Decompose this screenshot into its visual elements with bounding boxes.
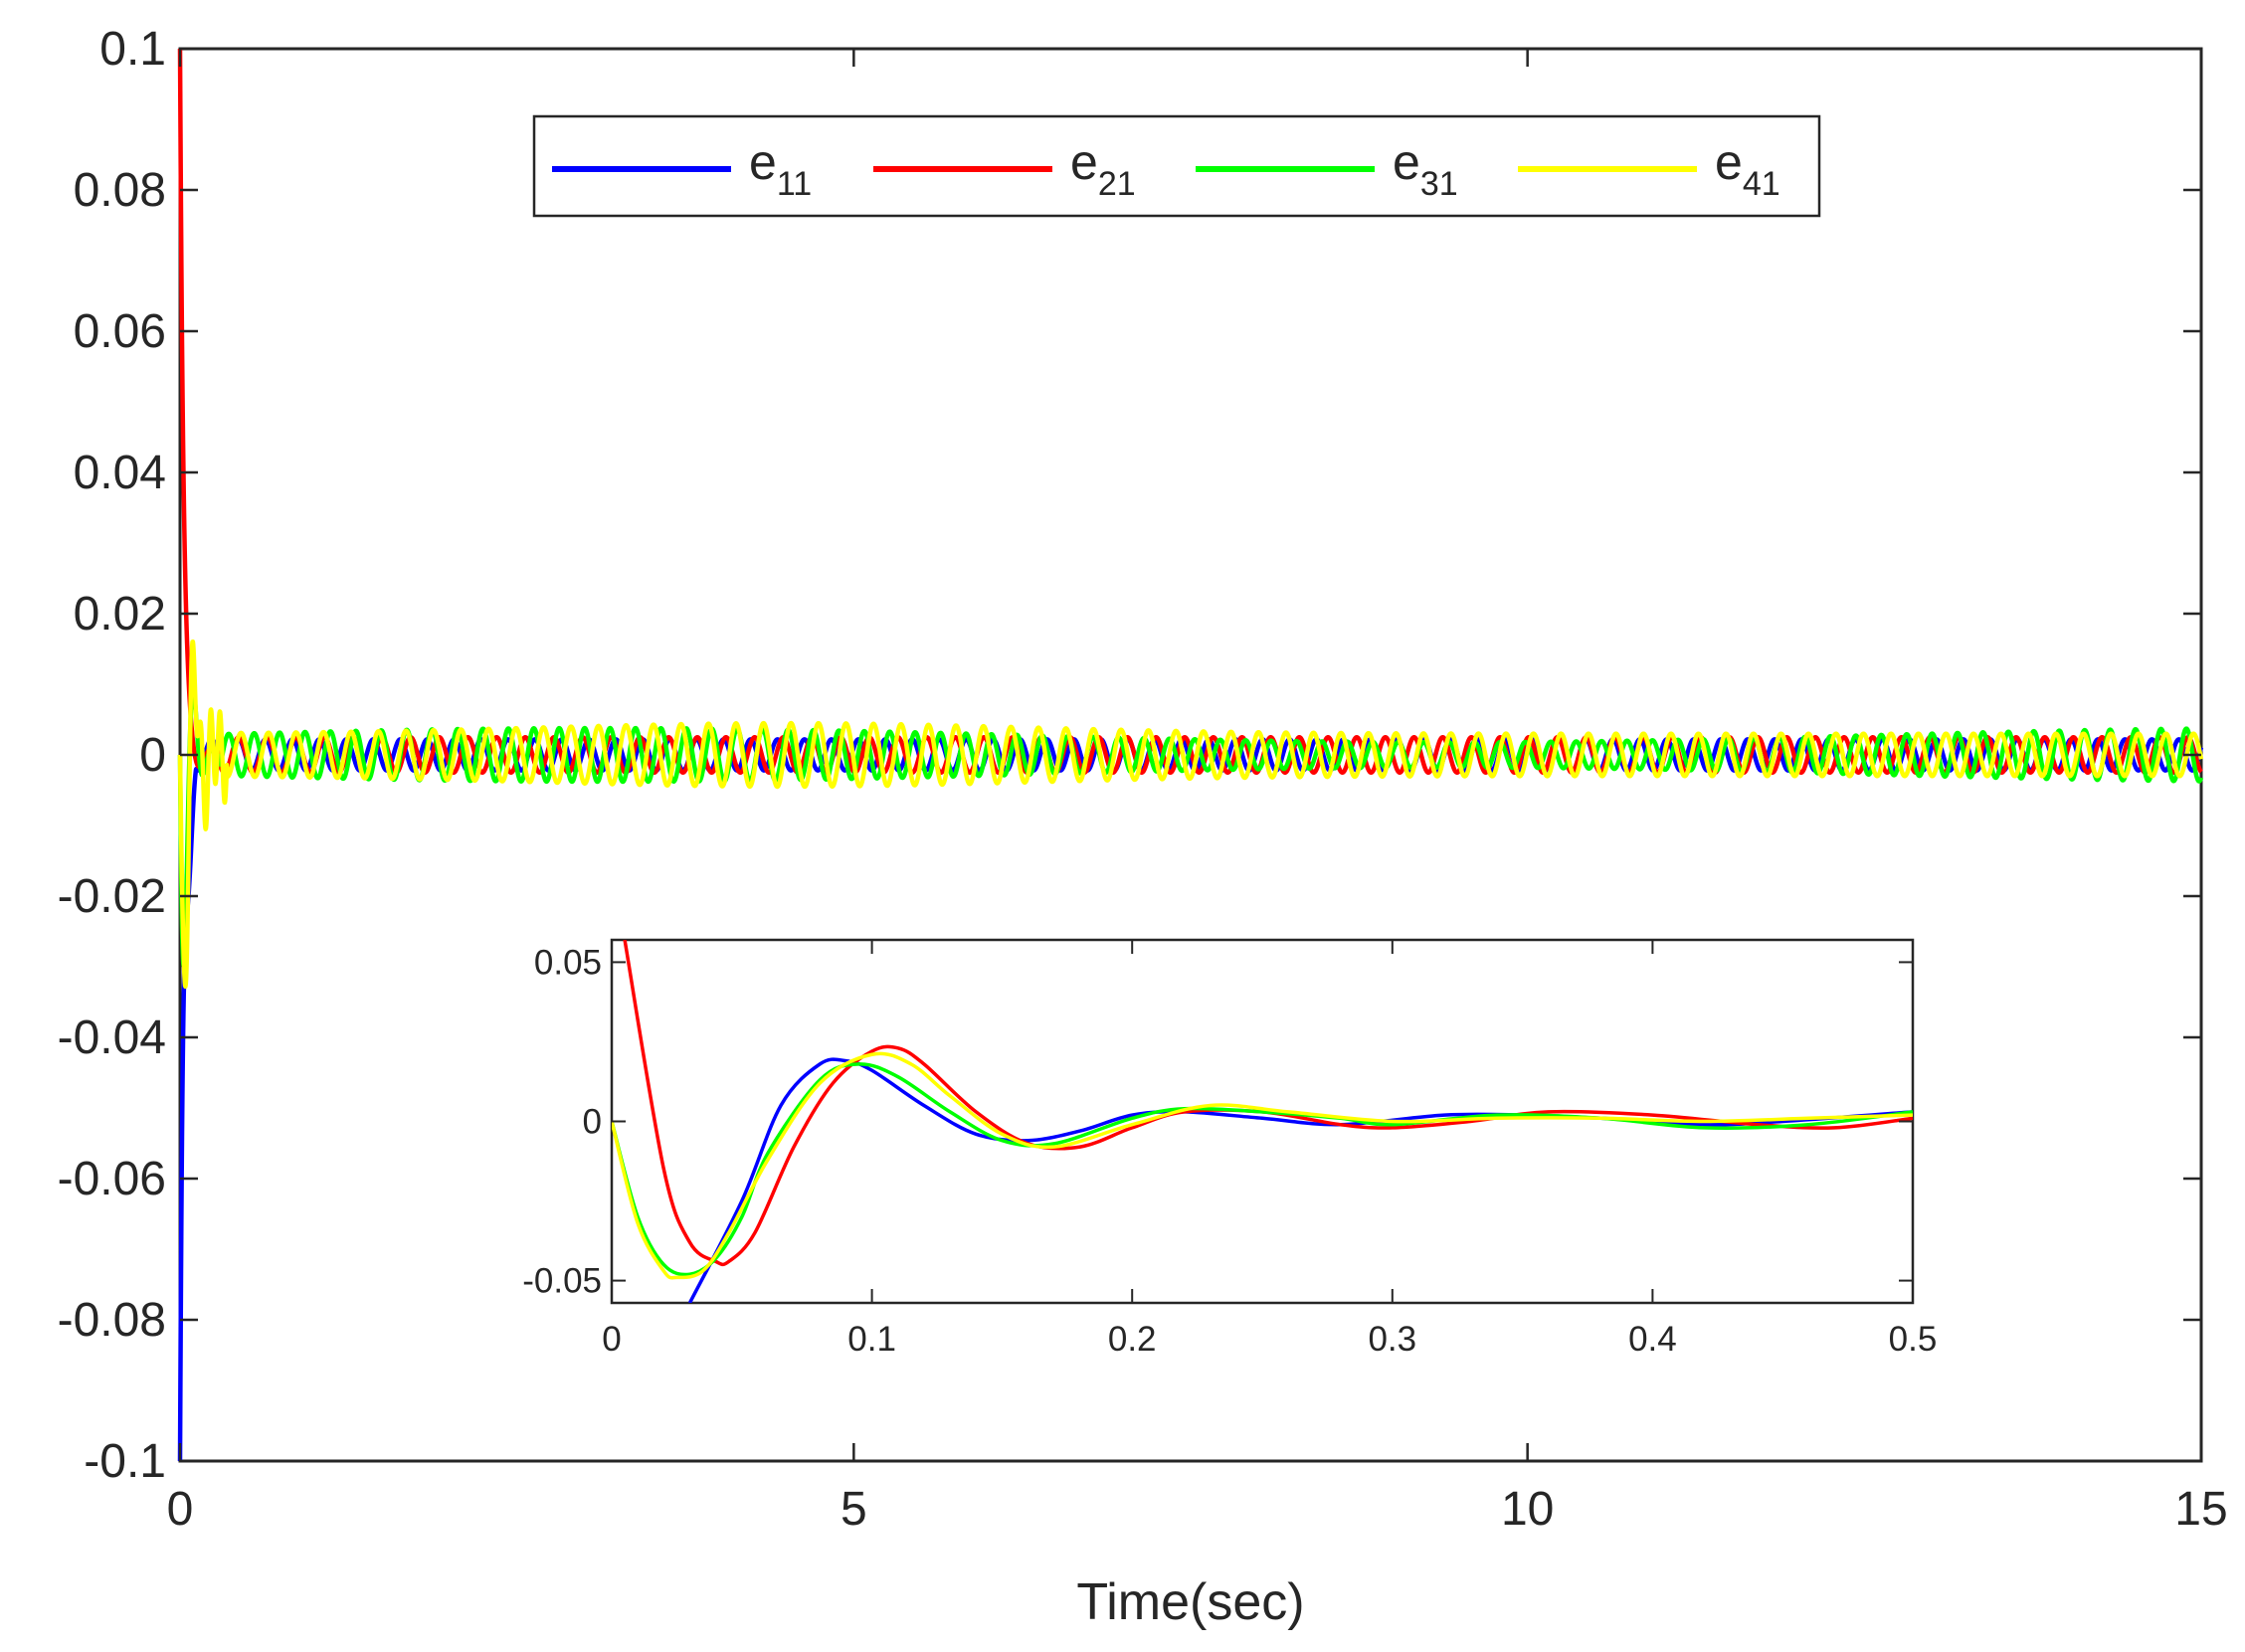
inset-y-tick-label: -0.05 [522, 1262, 602, 1301]
inset-x-tick-label: 0.2 [1108, 1320, 1157, 1359]
legend-label-e31: e31 [1393, 134, 1458, 203]
legend-label-e21: e21 [1070, 134, 1136, 203]
legend-label-base: e [749, 134, 777, 190]
y-tick-label: 0.04 [74, 447, 166, 499]
inset-ticks-group: 0.050-0.050 0.1 0.2 0.3 0.4 0.5 [522, 940, 1937, 1359]
inset-y-tick-label: 0 [583, 1103, 602, 1142]
y-tick-label: 0 [139, 729, 166, 782]
legend-label-subscript: 31 [1420, 165, 1458, 203]
x-axis-label: Time(sec) [1076, 1573, 1304, 1631]
legend-label-e41: e41 [1715, 134, 1780, 203]
inset-x-tick-label: 0.1 [847, 1320, 896, 1359]
inset-x-tick-label: 0.3 [1368, 1320, 1416, 1359]
legend-label-subscript: 41 [1743, 165, 1780, 203]
y-tick-label: -0.1 [84, 1435, 166, 1488]
x-tick-label: 0 [167, 1483, 194, 1536]
legend-label-subscript: 21 [1098, 165, 1136, 203]
inset-series-group [612, 940, 1913, 1303]
series-line-e41 [177, 639, 2204, 990]
y-tick-label: 0.08 [74, 164, 166, 217]
y-tick-label: -0.02 [58, 870, 166, 923]
legend-label-e11: e11 [749, 134, 812, 203]
legend-label-base: e [1393, 134, 1420, 190]
x-tick-label: 15 [2174, 1483, 2227, 1536]
main-ticks-group: 0.1 0.08 0.06 0.04 0.02 0 -0.02 -0.04 -0.06 -0.08… [58, 23, 2228, 1536]
inset-x-tick-label: 0 [602, 1320, 621, 1359]
x-tick-label: 5 [841, 1483, 867, 1536]
y-tick-label: -0.06 [58, 1153, 166, 1205]
legend-label-subscript: 11 [777, 165, 812, 203]
inset-x-tick-label: 0.4 [1628, 1320, 1677, 1359]
y-tick-label: 0.02 [74, 588, 166, 641]
inset-x-tick-label: 0.5 [1889, 1320, 1938, 1359]
main-series-group [177, 48, 2204, 1462]
legend-label-base: e [1070, 134, 1098, 190]
y-tick-label: 0.1 [99, 23, 166, 76]
y-tick-label: 0.06 [74, 305, 166, 358]
x-tick-label: 10 [1501, 1483, 1554, 1536]
legend: e11 e21 e31 e41 [532, 114, 1821, 218]
inset-y-tick-label: 0.05 [534, 943, 602, 982]
y-tick-label: -0.08 [58, 1294, 166, 1347]
legend-label-base: e [1715, 134, 1743, 190]
y-tick-label: -0.04 [58, 1011, 166, 1064]
inset-series-line-e41 [612, 1051, 1913, 1280]
series-line-e31 [177, 686, 2204, 969]
